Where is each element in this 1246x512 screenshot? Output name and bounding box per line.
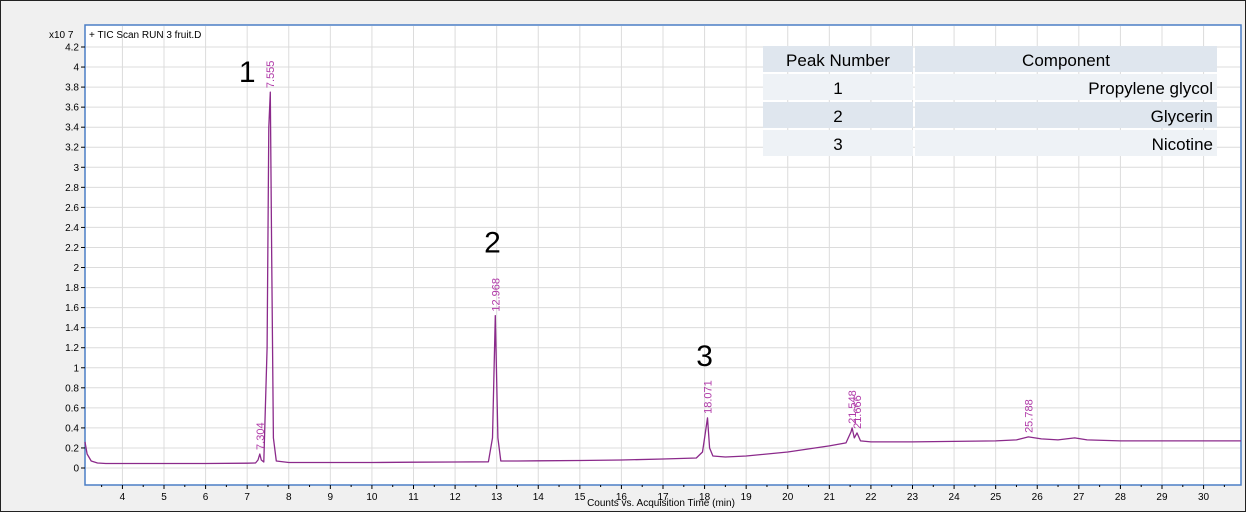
y-tick-label: 0.2 (65, 443, 79, 454)
peak-retention-label: 21.548 (847, 390, 859, 424)
x-tick-label: 29 (1156, 492, 1168, 503)
y-tick-label: 2 (73, 263, 79, 274)
x-tick-label: 19 (741, 492, 753, 503)
table-header-peak-number: Peak Number (786, 51, 890, 70)
y-tick-label: 3.6 (65, 103, 79, 114)
table-header-cell-1 (763, 46, 913, 72)
x-tick-label: 10 (366, 492, 378, 503)
x-tick-label: 13 (491, 492, 503, 503)
peak-retention-label: 7.555 (265, 61, 277, 89)
peak-number-label: 1 (239, 56, 256, 89)
y-tick-label: 0.8 (65, 383, 79, 394)
table-cell-r3c2 (915, 130, 1217, 156)
peak-number-label: 3 (696, 340, 713, 373)
x-axis-label: Counts vs. Acquisition Time (min) (587, 498, 735, 509)
table-row-3-component: Nicotine (1152, 135, 1213, 154)
table-cell-r2c1 (763, 102, 913, 128)
y-tick-label: 2.6 (65, 203, 79, 214)
grid (86, 26, 1240, 484)
table-cell-r2c2 (915, 102, 1217, 128)
y-tick-label: 1.4 (65, 323, 79, 334)
x-tick-label: 17 (657, 492, 669, 503)
table-row-3-number: 3 (833, 135, 842, 154)
x-tick-label: 4 (120, 492, 126, 503)
y-tick-label: 1.8 (65, 283, 79, 294)
chart-title: + TIC Scan RUN 3 fruit.D (89, 30, 201, 41)
y-tick-label: 4.2 (65, 43, 79, 54)
y-tick-label: 2.4 (65, 223, 79, 234)
x-tick-label: 6 (203, 492, 209, 503)
x-tick-label: 11 (408, 492, 419, 503)
x-tick-label: 5 (161, 492, 167, 503)
peak-retention-label: 12.968 (490, 278, 502, 312)
y-tick-label: 4 (73, 63, 79, 74)
axes: 4 5 6 7 8 9 10 11 12 13 14 15 16 17 18 19 20 21 22 23 24 25 26… (65, 43, 1225, 503)
y-tick-label: 3.2 (65, 143, 79, 154)
x-tick-label: 20 (782, 492, 794, 503)
peak-retention-label: 7.304 (255, 422, 267, 450)
x-tick-label: 7 (244, 492, 250, 503)
x-tick-label: 14 (533, 492, 545, 503)
peak-retention-label: 21.666 (852, 395, 864, 429)
x-tick-label: 28 (1115, 492, 1127, 503)
y-tick-label: 0 (73, 464, 79, 475)
y-tick-label: 2.2 (65, 243, 79, 254)
y-tick-label: 0.4 (65, 423, 79, 434)
x-tick-label: 18 (699, 492, 711, 503)
table-header-component: Component (1022, 51, 1110, 70)
x-tick-label: 26 (1032, 492, 1044, 503)
y-tick-label: 3 (73, 163, 79, 174)
tic-series-line (84, 91, 1241, 465)
x-tick-label: 27 (1073, 492, 1085, 503)
x-tick-label: 15 (574, 492, 586, 503)
x-tick-label: 24 (949, 492, 961, 503)
x-tick-label: 30 (1198, 492, 1210, 503)
x-tick-label: 16 (616, 492, 628, 503)
peak-retention-label: 25.788 (1023, 399, 1035, 433)
table-row-2-component: Glycerin (1151, 107, 1213, 126)
table-cell-r1c2 (915, 74, 1217, 100)
legend-table: Peak Number Component 1 Propylene glycol… (763, 46, 1217, 156)
table-header-cell-2 (915, 46, 1217, 72)
series-group (84, 91, 1241, 465)
table-row-1-number: 1 (833, 79, 842, 98)
table-row-1-component: Propylene glycol (1088, 79, 1213, 98)
y-tick-label: 2.8 (65, 183, 79, 194)
y-tick-label: 1.6 (65, 303, 79, 314)
x-tick-label: 23 (907, 492, 919, 503)
y-tick-label: 1.2 (65, 343, 79, 354)
y-tick-label: 3.4 (65, 123, 79, 134)
x-tick-label: 21 (824, 492, 836, 503)
table-cell-r1c1 (763, 74, 913, 100)
peak-retention-label: 18.071 (703, 380, 715, 414)
x-tick-label: 12 (450, 492, 462, 503)
table-cell-r3c1 (763, 130, 913, 156)
x-tick-label: 8 (286, 492, 292, 503)
y-tick-label: 0.6 (65, 403, 79, 414)
y-tick-label: 1 (73, 363, 79, 374)
peak-number-label: 2 (484, 226, 501, 259)
x-tick-label: 22 (865, 492, 877, 503)
table-row-2-number: 2 (833, 107, 842, 126)
y-tick-label: 3.8 (65, 83, 79, 94)
x-tick-label: 25 (990, 492, 1002, 503)
y-multiplier: x10 7 (49, 30, 74, 41)
x-tick-label: 9 (328, 492, 334, 503)
